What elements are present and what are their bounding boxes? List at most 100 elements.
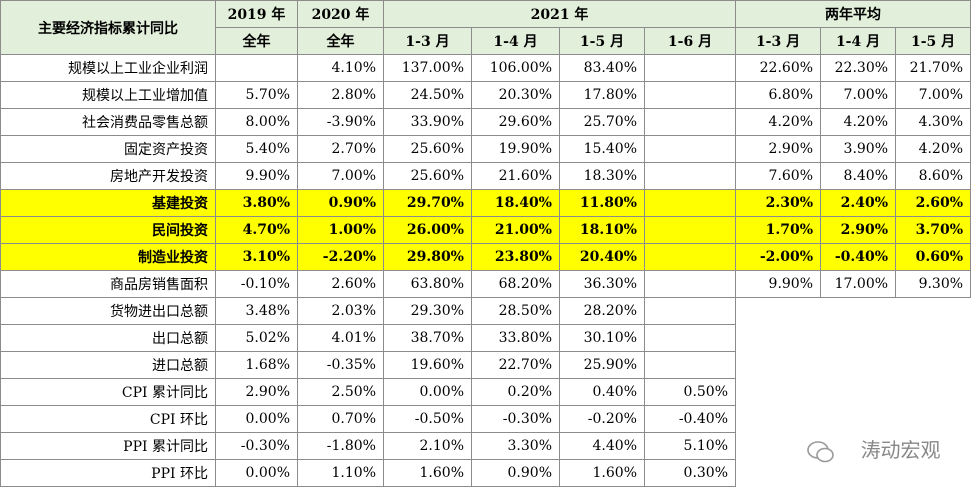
row-label: 社会消费品零售总额 — [0, 108, 216, 136]
cell — [643, 135, 737, 163]
cell: 3.80% — [215, 189, 298, 217]
cell: 29.70% — [383, 189, 472, 217]
cell: 20.30% — [471, 81, 560, 109]
table-row: 固定资产投资 5.40% 2.70% 25.60% 19.90% 15.40% 2.90% 3… — [0, 135, 972, 163]
cell — [215, 54, 298, 82]
cell: 3.48% — [215, 297, 298, 325]
header-year: 2020 年 — [297, 0, 384, 28]
row-label: 商品房销售面积 — [0, 270, 216, 298]
cell: 22.30% — [820, 54, 897, 82]
cell: 29.30% — [383, 297, 472, 325]
cell: 7.00% — [820, 81, 897, 109]
cell: 0.00% — [383, 378, 472, 406]
cell — [643, 108, 737, 136]
cell: 1.10% — [297, 459, 384, 487]
cell: 5.70% — [215, 81, 298, 109]
cell: 20.40% — [559, 243, 645, 271]
row-label: PPI 累计同比 — [0, 432, 216, 460]
cell: 18.10% — [559, 216, 645, 244]
cell: 36.30% — [559, 270, 645, 298]
header-period: 1-3 月 — [383, 27, 472, 55]
cell: 33.80% — [471, 324, 560, 352]
cell: 8.40% — [820, 162, 897, 190]
cell — [643, 216, 737, 244]
cell: 3.30% — [471, 432, 560, 460]
cell: 6.80% — [735, 81, 822, 109]
cell: 0.40% — [559, 378, 645, 406]
cell: 2.60% — [895, 189, 972, 217]
row-label: 基建投资 — [0, 189, 216, 217]
cell: -0.40% — [820, 243, 897, 271]
cell: 19.90% — [471, 135, 560, 163]
cell: 0.70% — [297, 405, 384, 433]
cell: 1.68% — [215, 351, 298, 379]
row-label: CPI 累计同比 — [0, 378, 216, 406]
cell: 2.40% — [820, 189, 897, 217]
cell: 22.60% — [735, 54, 822, 82]
cell: 25.90% — [559, 351, 645, 379]
cell: 4.70% — [215, 216, 298, 244]
cell — [643, 243, 737, 271]
cell: 0.20% — [471, 378, 560, 406]
table-row: 基建投资 3.80% 0.90% 29.70% 18.40% 11.80% 2.30% 2.4… — [0, 189, 972, 217]
row-label: CPI 环比 — [0, 405, 216, 433]
header-period: 1-4 月 — [820, 27, 897, 55]
row-label: 固定资产投资 — [0, 135, 216, 163]
cell: -1.80% — [297, 432, 384, 460]
cell: 0.00% — [215, 405, 298, 433]
header-period: 1-3 月 — [735, 27, 822, 55]
cell: -3.90% — [297, 108, 384, 136]
table-row: 货物进出口总额 3.48% 2.03% 29.30% 28.50% 28.20% 涛动宏观 — [0, 297, 971, 487]
cell: 7.00% — [297, 162, 384, 190]
table-row: 社会消费品零售总额 8.00% -3.90% 33.90% 29.60% 25.70% 4.… — [0, 108, 972, 136]
cell: 25.60% — [383, 135, 472, 163]
cell: -0.40% — [643, 405, 737, 433]
table-row: 规模以上工业增加值 5.70% 2.80% 24.50% 20.30% 17.80% 6.8… — [0, 81, 972, 109]
cell: 4.40% — [559, 432, 645, 460]
table-row: CPI 环比 0.00% 0.70% -0.50% -0.30% -0.20% -0.40% — [0, 405, 971, 433]
cell: 28.20% — [559, 297, 645, 325]
row-label: 民间投资 — [0, 216, 216, 244]
table-row: 进口总额 1.68% -0.35% 19.60% 22.70% 25.90% — [0, 351, 971, 379]
cell: 28.50% — [471, 297, 560, 325]
row-label: 房地产开发投资 — [0, 162, 216, 190]
cell: 2.30% — [735, 189, 822, 217]
cell: 9.30% — [895, 270, 972, 298]
cell: 2.03% — [297, 297, 384, 325]
cell: 2.90% — [820, 216, 897, 244]
cell: 18.40% — [471, 189, 560, 217]
cell: 4.20% — [735, 108, 822, 136]
cell: 4.20% — [820, 108, 897, 136]
table-row: PPI 累计同比 -0.30% -1.80% 2.10% 3.30% 4.40% 5.10% — [0, 432, 971, 460]
cell: 3.90% — [820, 135, 897, 163]
cell: 1.60% — [383, 459, 472, 487]
cell: 9.90% — [215, 162, 298, 190]
cell: -0.35% — [297, 351, 384, 379]
cell — [643, 54, 737, 82]
header-year: 2019 年 — [215, 0, 298, 28]
table-row: 商品房销售面积 -0.10% 2.60% 63.80% 68.20% 36.30% 9.90… — [0, 270, 972, 298]
cell: 137.00% — [383, 54, 472, 82]
cell — [643, 162, 737, 190]
cell: -0.50% — [383, 405, 472, 433]
header-period: 1-6 月 — [643, 27, 737, 55]
cell: 8.00% — [215, 108, 298, 136]
cell: 1.00% — [297, 216, 384, 244]
cell: 29.60% — [471, 108, 560, 136]
table-row: 房地产开发投资 9.90% 7.00% 25.60% 21.60% 18.30% 7.60%… — [0, 162, 972, 190]
cell: -2.00% — [735, 243, 822, 271]
cell: -0.10% — [215, 270, 298, 298]
cell: 2.90% — [215, 378, 298, 406]
cell: 2.70% — [297, 135, 384, 163]
cell: 4.30% — [895, 108, 972, 136]
cell: 23.80% — [471, 243, 560, 271]
row-label: 出口总额 — [0, 324, 216, 352]
cell: 18.30% — [559, 162, 645, 190]
cell: 33.90% — [383, 108, 472, 136]
cell: 5.02% — [215, 324, 298, 352]
cell: 19.60% — [383, 351, 472, 379]
table-row: PPI 环比 0.00% 1.10% 1.60% 0.90% 1.60% 0.30% — [0, 459, 971, 487]
cell: 22.70% — [471, 351, 560, 379]
table-row: 制造业投资 3.10% -2.20% 29.80% 23.80% 20.40% -2.00%… — [0, 243, 972, 271]
